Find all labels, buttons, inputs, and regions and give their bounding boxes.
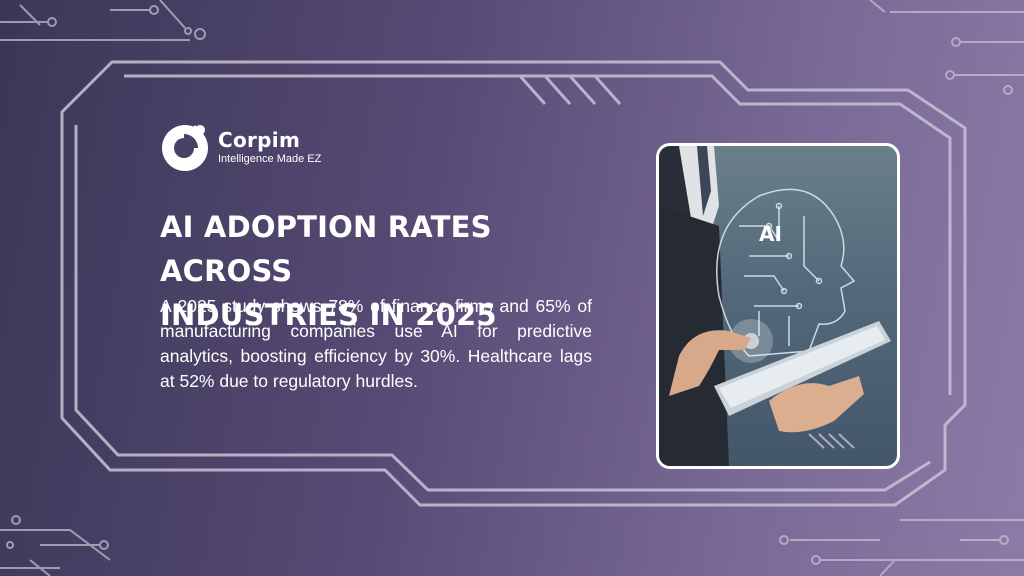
headline-line-2: INDUSTRIES IN 2025 bbox=[160, 298, 497, 332]
brand-name: Corpim bbox=[218, 127, 301, 152]
photo-illustration: AI bbox=[659, 146, 891, 466]
corpim-logo-icon bbox=[162, 125, 208, 171]
brand-tagline: Intelligence Made EZ bbox=[218, 152, 322, 165]
ai-head-icon bbox=[716, 188, 856, 357]
body-paragraph: A 2025 study shows 78% of finance firms … bbox=[160, 296, 592, 391]
ai-head-label: AI bbox=[759, 222, 782, 246]
headline-line-1: AI ADOPTION RATES ACROSS bbox=[160, 210, 492, 288]
brand-logo[interactable]: Corpim Intelligence Made EZ bbox=[160, 122, 321, 172]
headline: AI ADOPTION RATES ACROSS INDUSTRIES IN 2… bbox=[160, 205, 620, 337]
ai-businessman-photo: AI bbox=[656, 143, 900, 469]
